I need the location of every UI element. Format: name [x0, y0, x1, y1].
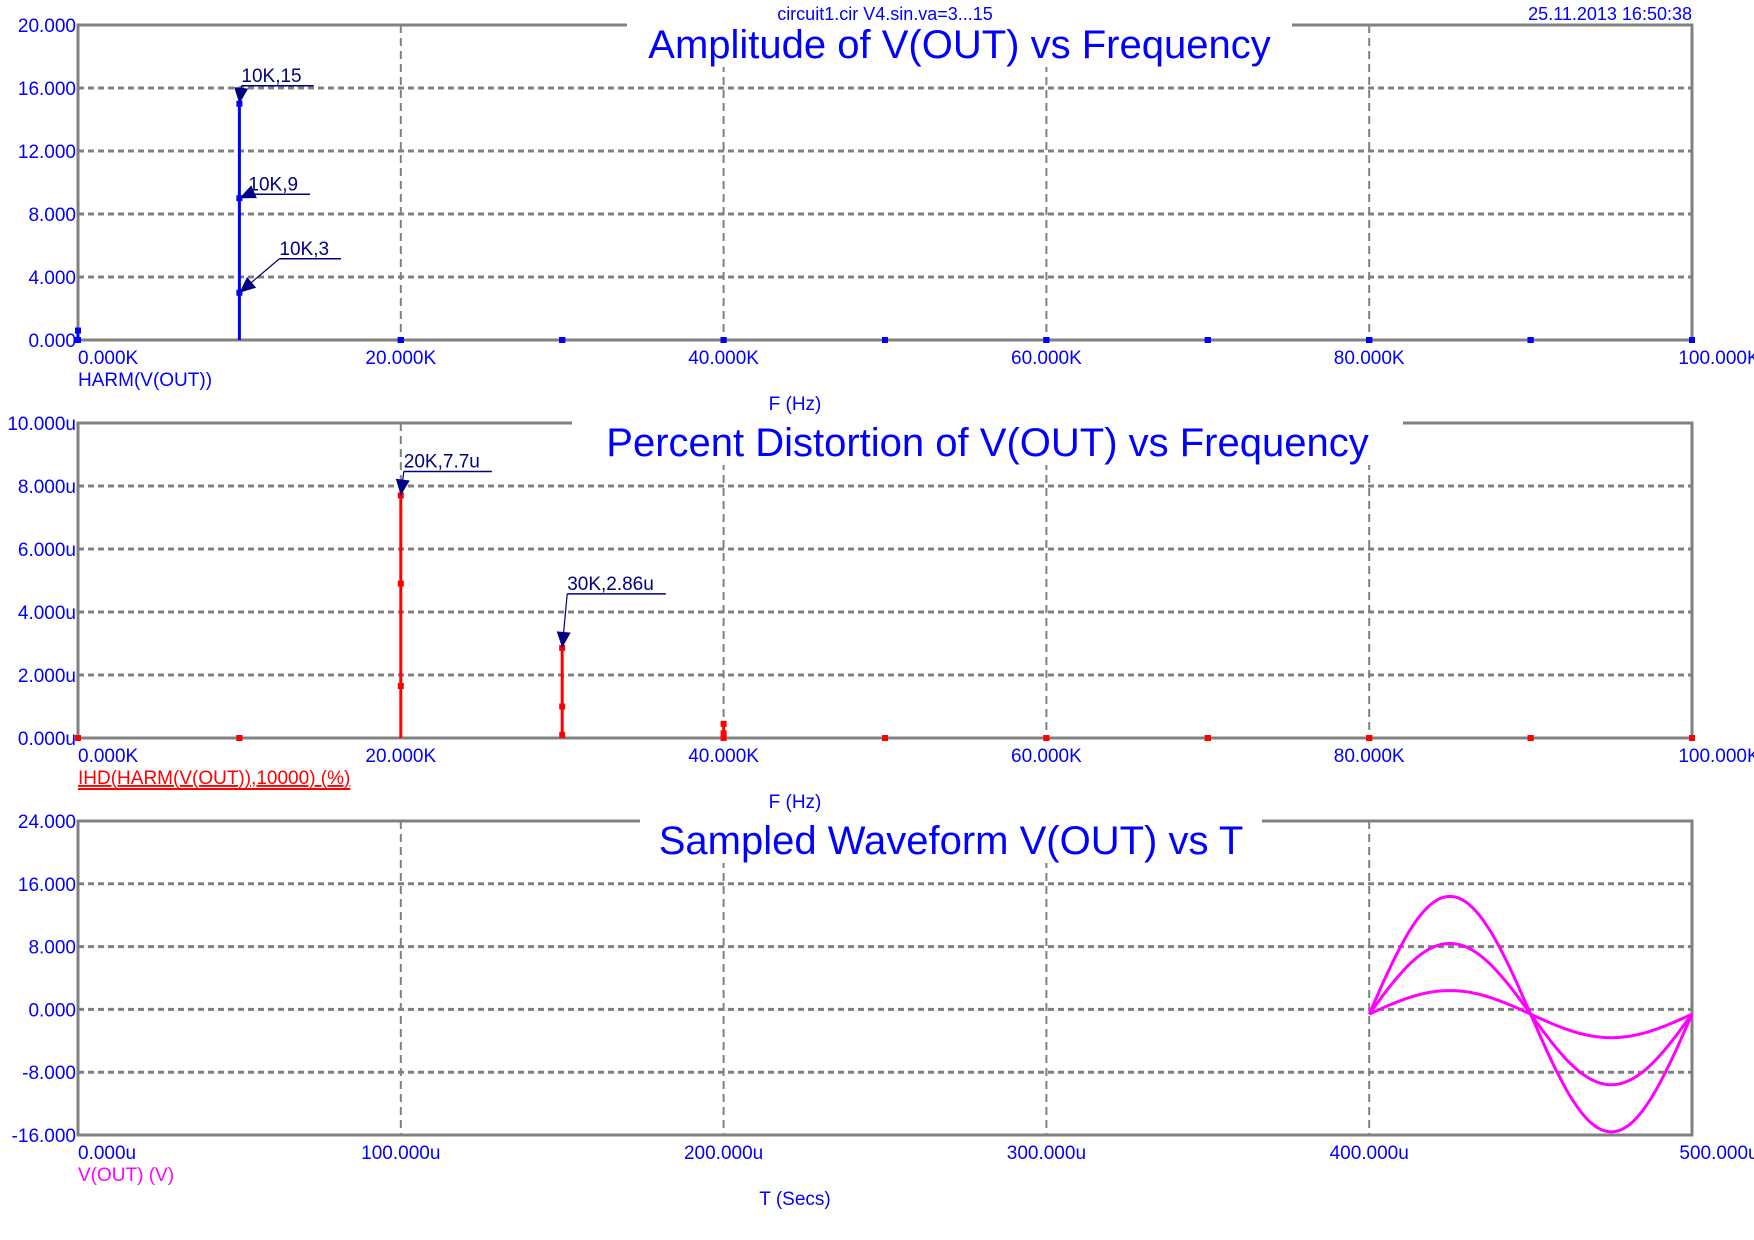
data-point-marker	[75, 327, 81, 334]
x-tick-label: 20.000K	[365, 746, 436, 767]
annotation-label: 20K,7.7u	[404, 451, 480, 472]
data-point-marker	[720, 720, 727, 727]
plot-panel-2: Percent Distortion of V(OUT) vs Frequenc…	[7, 414, 1754, 813]
y-tick-label: 12.000	[18, 142, 76, 163]
x-axis-title: F (Hz)	[769, 792, 822, 813]
x-tick-label: 500.000u	[1679, 1143, 1754, 1164]
plot-frame	[76, 819, 1694, 1137]
y-tick-label: 8.000	[28, 938, 76, 959]
chart-title: Sampled Waveform V(OUT) vs T	[659, 819, 1244, 863]
x-tick-label: 0.000K	[78, 348, 139, 369]
data-point-marker	[236, 735, 243, 741]
x-tick-label: 80.000K	[1334, 746, 1405, 767]
header-caption: circuit1.cir V4.sin.va=3...15	[777, 4, 993, 24]
data-point-marker	[559, 703, 566, 710]
data-point-marker	[1366, 735, 1373, 741]
y-tick-label: 0.000	[28, 1000, 76, 1021]
x-tick-label: 20.000K	[365, 348, 436, 369]
y-tick-label: -8.000	[22, 1063, 76, 1084]
header-timestamp: 25.11.2013 16:50:38	[1528, 4, 1692, 24]
y-tick-label: 2.000u	[18, 666, 76, 687]
x-axis-title: F (Hz)	[769, 394, 822, 415]
data-point-marker	[75, 735, 81, 741]
trace-legend-label: IHD(HARM(V(OUT)),10000) (%)	[78, 768, 350, 789]
plot-frame	[76, 23, 1694, 342]
y-tick-label: 6.000u	[18, 540, 76, 561]
x-tick-label: 400.000u	[1330, 1143, 1409, 1164]
data-point-marker	[1366, 337, 1373, 343]
x-tick-label: 0.000K	[78, 746, 139, 767]
x-tick-label: 0.000u	[78, 1143, 136, 1164]
trace-legend-label: V(OUT) (V)	[78, 1165, 174, 1186]
data-point-marker	[75, 337, 81, 343]
data-point-marker	[720, 337, 727, 343]
title-background	[572, 419, 1403, 465]
y-tick-label: 24.000	[18, 812, 76, 833]
data-point-marker	[882, 735, 888, 741]
chart-title: Amplitude of V(OUT) vs Frequency	[648, 23, 1270, 67]
plot-panel-3: Sampled Waveform V(OUT) vs T -16.000 -8.00…	[12, 812, 1754, 1210]
data-point-marker	[720, 730, 727, 737]
x-tick-label: 100.000u	[361, 1143, 440, 1164]
data-point-marker	[559, 337, 566, 343]
annotation-label: 10K,15	[241, 66, 301, 87]
y-tick-label: 8.000	[28, 205, 76, 226]
plot-panel-1: Amplitude of V(OUT) vs Frequency 0.000 4.0…	[18, 16, 1754, 415]
y-tick-label: 0.000u	[18, 729, 76, 750]
y-tick-label: 16.000	[18, 875, 76, 896]
x-axis-title: T (Secs)	[759, 1189, 830, 1210]
annotation-label: 30K,2.86u	[567, 574, 654, 595]
x-tick-label: 60.000K	[1011, 746, 1082, 767]
data-point-marker	[882, 337, 888, 343]
y-tick-label: 4.000u	[18, 603, 76, 624]
annotation-arrowhead	[395, 478, 410, 496]
data-point-marker	[397, 337, 404, 343]
annotation-arrowhead	[234, 87, 249, 104]
y-tick-label: 20.000	[18, 16, 76, 37]
data-point-marker	[1043, 337, 1050, 343]
data-point-marker	[397, 580, 404, 587]
y-tick-label: 16.000	[18, 79, 76, 100]
annotation-label: 10K,9	[248, 174, 298, 195]
x-tick-label: 80.000K	[1334, 348, 1405, 369]
data-point-marker	[1689, 337, 1695, 343]
data-point-marker	[397, 683, 404, 690]
data-point-marker	[1204, 735, 1211, 741]
x-tick-label: 200.000u	[684, 1143, 763, 1164]
y-tick-label: 0.000	[28, 331, 76, 352]
x-tick-label: 40.000K	[688, 348, 759, 369]
y-tick-label: -16.000	[12, 1126, 76, 1147]
data-point-marker	[1527, 337, 1534, 343]
waveform-line	[1367, 894, 1694, 1134]
annotation-arrowhead	[239, 185, 257, 199]
y-tick-label: 8.000u	[18, 477, 76, 498]
y-tick-label: 10.000u	[7, 414, 76, 435]
plot-frame	[76, 421, 1694, 740]
x-tick-label: 40.000K	[688, 746, 759, 767]
data-point-marker	[1204, 337, 1211, 343]
x-tick-label: 60.000K	[1011, 348, 1082, 369]
y-tick-label: 4.000	[28, 268, 76, 289]
data-point-marker	[1689, 735, 1695, 741]
annotation-label: 10K,3	[279, 239, 329, 260]
x-tick-label: 300.000u	[1007, 1143, 1086, 1164]
annotation-arrowhead	[239, 277, 257, 293]
x-tick-label: 100.000K	[1678, 348, 1754, 369]
data-point-marker	[720, 735, 727, 741]
trace-legend-label: HARM(V(OUT))	[78, 370, 212, 391]
title-background	[627, 21, 1292, 67]
annotation-arrowhead	[556, 631, 571, 648]
chart-title: Percent Distortion of V(OUT) vs Frequenc…	[606, 421, 1368, 465]
x-tick-label: 100.000K	[1678, 746, 1754, 767]
data-point-marker	[559, 731, 566, 738]
title-background	[640, 817, 1262, 863]
data-point-marker	[1527, 735, 1534, 741]
data-point-marker	[1043, 735, 1050, 741]
